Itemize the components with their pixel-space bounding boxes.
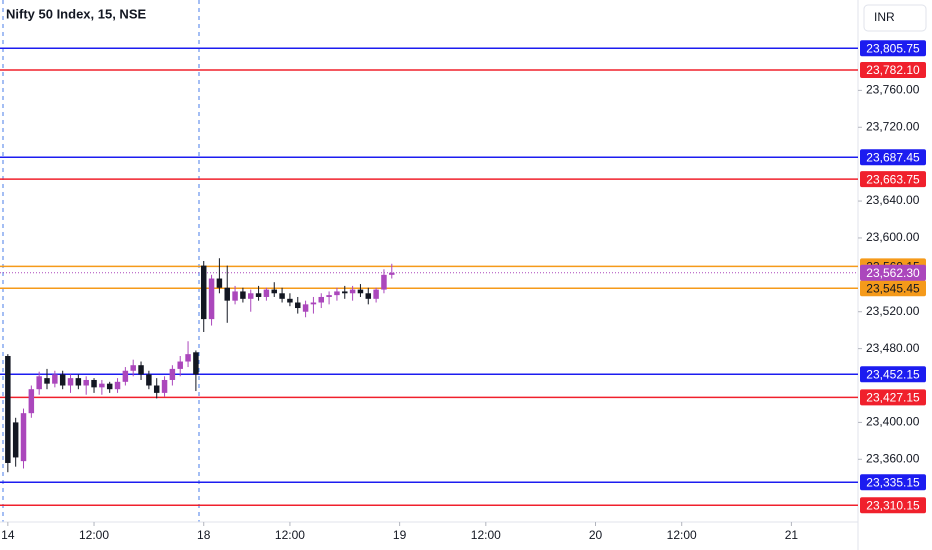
candle-body bbox=[5, 355, 11, 463]
candle-body bbox=[59, 374, 66, 386]
candle-body bbox=[36, 376, 42, 390]
candle-body bbox=[193, 352, 199, 375]
candle-body bbox=[153, 385, 160, 393]
candle-body bbox=[318, 296, 325, 303]
level-label-box bbox=[860, 366, 926, 383]
level-label: 23,805.75 bbox=[866, 41, 920, 55]
candle-body bbox=[365, 293, 372, 299]
level-label: 23,335.15 bbox=[866, 475, 920, 489]
candle-body bbox=[232, 291, 238, 301]
candle-body bbox=[177, 361, 183, 369]
candle-body bbox=[146, 374, 152, 386]
candle-body bbox=[122, 370, 129, 382]
candle-body bbox=[200, 265, 207, 320]
candle-body bbox=[342, 291, 348, 294]
y-tick-label: 23,520.00 bbox=[866, 304, 920, 318]
y-tick-label: 23,360.00 bbox=[866, 451, 920, 465]
candle-body bbox=[255, 293, 262, 297]
candle-body bbox=[381, 274, 387, 290]
level-label-box bbox=[860, 280, 926, 297]
x-tick-label: 12:00 bbox=[471, 528, 501, 542]
candle-body bbox=[67, 378, 74, 386]
candle-body bbox=[12, 422, 19, 458]
candle-body bbox=[334, 291, 340, 296]
candle-body bbox=[44, 378, 50, 384]
level-label: 23,687.45 bbox=[866, 150, 920, 164]
level-label: 23,310.15 bbox=[866, 498, 920, 512]
candle-body bbox=[130, 365, 136, 371]
candle-body bbox=[247, 293, 254, 299]
level-label: 23,545.45 bbox=[866, 281, 920, 295]
y-tick-label: 23,720.00 bbox=[866, 119, 920, 133]
candle-body bbox=[295, 302, 301, 309]
last-price-label: 23,562.30 bbox=[866, 266, 920, 280]
level-label: 23,782.10 bbox=[866, 63, 920, 77]
candle-body bbox=[75, 378, 82, 386]
candle-body bbox=[185, 354, 191, 362]
y-tick-label: 23,640.00 bbox=[866, 193, 920, 207]
x-tick-label: 20 bbox=[589, 528, 603, 542]
candle-body bbox=[302, 304, 309, 312]
level-label-box bbox=[860, 497, 926, 514]
candle-body bbox=[138, 365, 144, 375]
chart-title: Nifty 50 Index, 15, NSE bbox=[6, 6, 146, 21]
level-label-box bbox=[860, 171, 926, 188]
candle-body bbox=[208, 278, 215, 320]
x-tick-label: 12:00 bbox=[275, 528, 305, 542]
currency-label[interactable]: INR bbox=[874, 10, 895, 24]
candle-body bbox=[349, 289, 356, 294]
candle-body bbox=[357, 289, 364, 294]
x-tick-label: 18 bbox=[197, 528, 211, 542]
candle-body bbox=[287, 298, 293, 303]
candle-body bbox=[310, 302, 317, 305]
candle-body bbox=[161, 379, 168, 393]
candle-body bbox=[279, 293, 285, 299]
candle-body bbox=[326, 295, 332, 297]
candle-body bbox=[224, 287, 230, 301]
level-label-box bbox=[860, 61, 926, 78]
currency-button[interactable] bbox=[863, 4, 927, 32]
candle-body bbox=[240, 291, 246, 299]
candle-body bbox=[373, 289, 379, 299]
y-tick-label: 23,600.00 bbox=[866, 230, 920, 244]
level-label: 23,427.15 bbox=[866, 391, 920, 405]
candle-body bbox=[216, 278, 223, 288]
candle-body bbox=[169, 368, 176, 380]
last-price-box bbox=[860, 264, 926, 281]
level-label: 23,452.15 bbox=[866, 367, 920, 381]
x-tick-label: 21 bbox=[785, 528, 799, 542]
level-label-box bbox=[860, 389, 926, 406]
candle-body bbox=[263, 289, 270, 297]
x-tick-label: 12:00 bbox=[667, 528, 697, 542]
candle-body bbox=[389, 272, 395, 275]
y-tick-label: 23,400.00 bbox=[866, 415, 920, 429]
candle-body bbox=[20, 413, 27, 462]
candle-body bbox=[28, 389, 35, 414]
x-tick-label: 12:00 bbox=[79, 528, 109, 542]
x-tick-label: 14 bbox=[1, 528, 15, 542]
candle-body bbox=[52, 374, 58, 384]
x-tick-label: 19 bbox=[393, 528, 407, 542]
y-tick-label: 23,480.00 bbox=[866, 341, 920, 355]
candle-body bbox=[271, 289, 277, 294]
level-label-box bbox=[860, 40, 926, 57]
y-tick-label: 23,760.00 bbox=[866, 83, 920, 97]
level-label-box bbox=[860, 149, 926, 166]
level-label-box bbox=[860, 474, 926, 491]
candle-body bbox=[106, 383, 113, 390]
candle-body bbox=[99, 383, 105, 388]
candle-body bbox=[91, 379, 97, 388]
level-label: 23,663.75 bbox=[866, 172, 920, 186]
candle-body bbox=[114, 381, 121, 390]
candle-body bbox=[83, 379, 89, 386]
